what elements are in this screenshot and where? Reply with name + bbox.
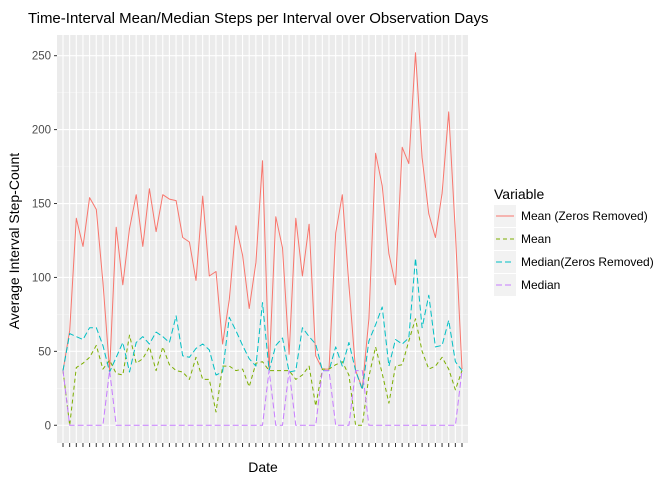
series-line-1	[62, 52, 463, 389]
chart-title: Time-Interval Mean/Median Steps per Inte…	[28, 10, 488, 27]
y-tick-label: 50	[38, 346, 51, 358]
series-layer	[62, 52, 463, 426]
y-axis-title: Average Interval Step-Count	[6, 153, 22, 330]
legend-label: Median(Zeros Removed)	[521, 255, 654, 269]
y-tick-label: 250	[32, 51, 51, 63]
y-tick-label: 0	[45, 420, 51, 432]
y-tick-label: 150	[32, 199, 51, 211]
y-tick-label: 100	[32, 272, 51, 284]
legend-label: Mean	[521, 232, 551, 246]
y-tick-label: 200	[32, 125, 51, 137]
legend-label: Median	[521, 278, 560, 292]
series-line-4	[62, 370, 463, 426]
series-line-2	[62, 318, 463, 426]
y-axis: 0 50 100 150 200 250	[32, 51, 57, 432]
legend: Variable Mean (Zeros Removed) Mean Median(…	[494, 186, 654, 296]
legend-label: Mean (Zeros Removed)	[521, 209, 648, 223]
x-axis	[62, 443, 463, 447]
x-axis-title: Date	[248, 459, 278, 475]
legend-items: Mean (Zeros Removed) Mean Median(Zeros Rem…	[494, 205, 654, 296]
series-line-3	[62, 257, 463, 391]
legend-title: Variable	[494, 186, 545, 202]
